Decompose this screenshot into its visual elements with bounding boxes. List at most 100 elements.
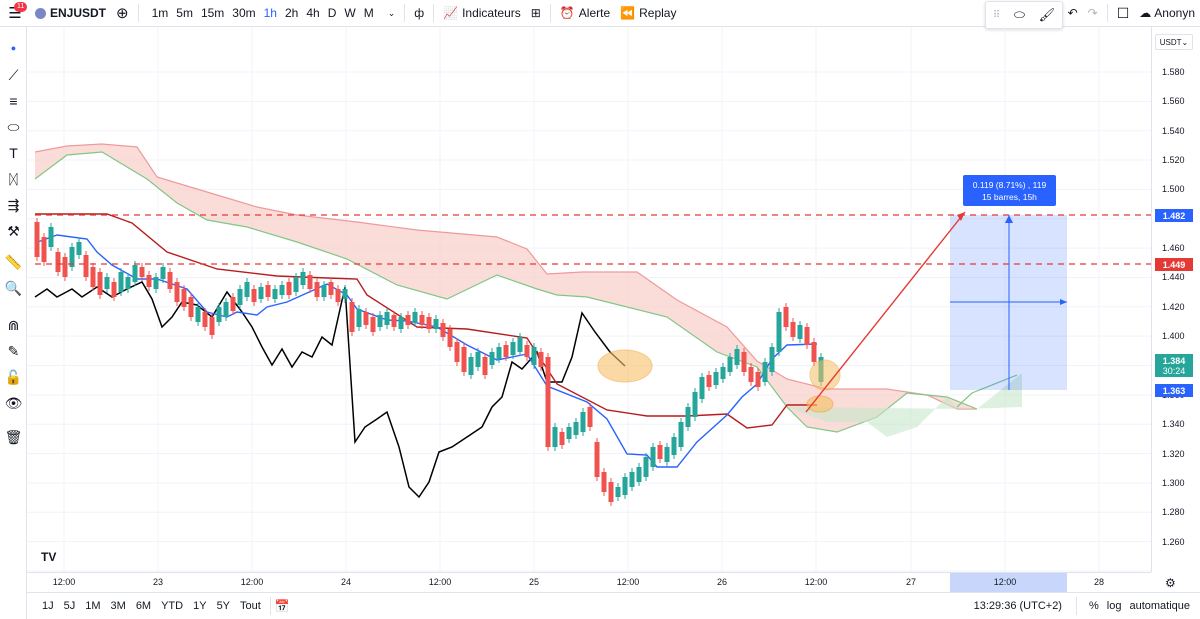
range-YTD[interactable]: YTD: [161, 600, 184, 612]
chart-type-button[interactable]: ф: [409, 0, 429, 27]
interval-15m[interactable]: 15m: [200, 6, 225, 20]
ruler-icon[interactable]: 📏: [4, 253, 23, 270]
candle-body: [41, 237, 47, 262]
layout-button[interactable]: ☐: [1112, 0, 1135, 27]
horizontal-lines-icon[interactable]: ≡: [9, 93, 18, 109]
lock-icon[interactable]: 🔓: [4, 368, 23, 385]
price-label: 1.520: [1162, 155, 1185, 166]
interval-dropdown[interactable]: ⌄: [383, 0, 401, 27]
range-5Y[interactable]: 5Y: [216, 600, 231, 612]
candle-body: [384, 312, 390, 325]
candle-body: [797, 325, 803, 339]
templates-button[interactable]: ⊞: [526, 0, 546, 27]
settings-icon[interactable]: ⚙: [1165, 576, 1176, 590]
range-Tout[interactable]: Tout: [240, 600, 261, 612]
drawing-tools-sidebar: ● ⟋ ≡ ⬭ T ᛞ ⇶ ⚒ 📏 🔍 ⋒ ✎ 🔓 👁 🗑: [0, 27, 27, 619]
candle-body: [237, 289, 243, 305]
lock-drawing-icon[interactable]: ✎: [7, 342, 20, 359]
candle-body: [258, 287, 264, 299]
time-label: 26: [716, 577, 728, 587]
range-3M[interactable]: 3M: [110, 600, 126, 612]
compare-button[interactable]: ⊕: [111, 0, 134, 27]
eye-icon[interactable]: 👁: [4, 394, 23, 411]
range-6M[interactable]: 6M: [135, 600, 152, 612]
candle-body: [804, 327, 810, 345]
main-menu-button[interactable]: ☰ 11: [0, 0, 30, 27]
candles: [34, 218, 824, 506]
candle-body: [629, 472, 635, 487]
log-toggle[interactable]: log: [1106, 600, 1122, 612]
candle-body: [580, 412, 586, 432]
brush-tool-icon[interactable]: ⚒: [7, 222, 20, 239]
interval-5m[interactable]: 5m: [176, 6, 193, 20]
ellipse-tool-icon[interactable]: ⬭: [7, 118, 20, 135]
candle-body: [132, 265, 138, 282]
currency-selector[interactable]: USDT ⌄: [1155, 34, 1193, 50]
interval-30m[interactable]: 30m: [232, 6, 256, 20]
text-icon[interactable]: T: [9, 145, 18, 161]
price-chart[interactable]: TV: [27, 27, 1151, 572]
alert-button[interactable]: ⏰ Alerte: [555, 0, 615, 27]
candle-body: [769, 347, 775, 372]
ellipse-icon[interactable]: ⬭: [1013, 7, 1025, 22]
range-1J[interactable]: 1J: [42, 600, 54, 612]
clock[interactable]: 13:29:36 (UTC+2): [973, 600, 1062, 612]
drag-handle-icon[interactable]: ⠿: [992, 9, 1001, 21]
account-button[interactable]: ☁ Anonyn: [1134, 0, 1200, 27]
cursor-dot-icon[interactable]: ●: [10, 43, 17, 53]
auto-toggle[interactable]: automatique: [1129, 600, 1190, 612]
interval-1m[interactable]: 1m: [151, 6, 169, 20]
candle-body: [181, 289, 187, 307]
range-5J[interactable]: 5J: [63, 600, 76, 612]
time-label: 23: [152, 577, 164, 587]
prediction-icon[interactable]: ⇶: [7, 196, 20, 213]
divider: [1106, 4, 1108, 22]
redo-icon: ↷: [1087, 6, 1098, 20]
time-axis[interactable]: 12:00 23 12:00 24 12:00 25 12:00 26 12:00 27 12:00…: [27, 572, 1151, 592]
measure-line2: 15 barres, 15h: [982, 191, 1037, 202]
trash-icon[interactable]: 🗑: [4, 428, 23, 445]
candle-body: [692, 392, 698, 417]
zoom-icon[interactable]: 🔍: [4, 279, 23, 296]
price-label: 1.420: [1162, 301, 1185, 312]
interval-group: 1m 5m 15m 30m 1h 2h 4h D W M: [143, 0, 383, 27]
replay-button[interactable]: ⏪ Replay: [615, 0, 681, 27]
pattern-icon[interactable]: ᛞ: [9, 171, 18, 187]
current-price: 1.384: [1162, 355, 1186, 366]
candle-body: [370, 317, 376, 332]
interval-D[interactable]: D: [327, 6, 337, 20]
brush-icon[interactable]: 🖌: [1038, 7, 1056, 22]
price-label: 1.560: [1162, 96, 1185, 107]
candle-body: [349, 302, 355, 332]
goto-date-icon[interactable]: 📅: [274, 599, 290, 613]
candle-body: [734, 349, 740, 365]
interval-2h[interactable]: 2h: [284, 6, 299, 20]
magnet-icon[interactable]: ⋒: [7, 316, 20, 333]
alarm-icon: ⏰: [559, 6, 575, 20]
candle-body: [762, 362, 768, 382]
range-1Y[interactable]: 1Y: [193, 600, 207, 612]
measure-line1: 0.119 (8.71%) , 119: [972, 179, 1047, 190]
time-label: 25: [528, 577, 540, 587]
interval-1h[interactable]: 1h: [263, 6, 277, 20]
price-label: 1.280: [1162, 507, 1185, 518]
candle-body: [748, 367, 754, 382]
price-axis[interactable]: [1151, 27, 1200, 572]
interval-4h[interactable]: 4h: [306, 6, 320, 20]
candle-body: [636, 467, 642, 482]
symbol-search[interactable]: ENJUSDT: [30, 0, 111, 27]
interval-W[interactable]: W: [344, 6, 356, 20]
range-1M[interactable]: 1M: [85, 600, 101, 612]
percent-toggle[interactable]: %: [1088, 600, 1099, 612]
undo-button[interactable]: ↶: [1063, 0, 1083, 27]
candle-body: [468, 357, 474, 375]
redo-button[interactable]: ↷: [1083, 0, 1103, 27]
candle-body: [461, 347, 467, 372]
trend-line-icon[interactable]: ⟋: [8, 66, 19, 83]
projection-arrowhead: [957, 212, 965, 221]
indicators-button[interactable]: 📈 Indicateurs: [438, 0, 526, 27]
price-label: 1.400: [1162, 331, 1185, 342]
measure-arrow-up: [1005, 215, 1013, 223]
candle-body: [146, 275, 152, 287]
interval-M[interactable]: M: [363, 6, 374, 20]
